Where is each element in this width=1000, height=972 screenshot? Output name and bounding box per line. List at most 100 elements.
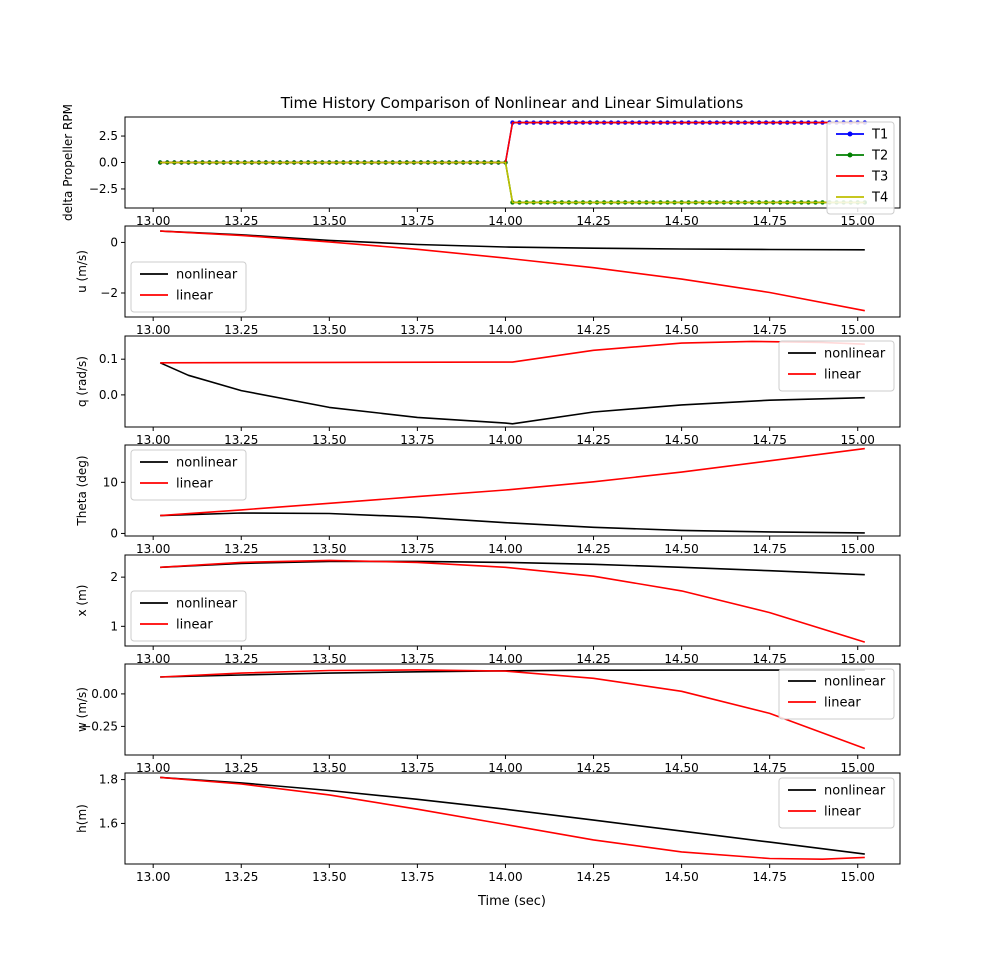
x-tick-label: 13.00 — [136, 542, 170, 556]
x-tick-label: 14.00 — [488, 761, 522, 775]
x-axis-label: Time (sec) — [477, 894, 546, 909]
axes-frame — [124, 335, 901, 428]
legend-label-T2: T2 — [871, 149, 888, 164]
x-tick-label: 14.50 — [664, 652, 698, 666]
x-tick-label: 14.50 — [664, 214, 698, 228]
x-tick-label: 14.25 — [576, 761, 610, 775]
plot-area — [158, 120, 867, 205]
x-tick-label: 14.50 — [664, 761, 698, 775]
x-tick-label: 15.00 — [841, 433, 875, 447]
axes-frame — [124, 116, 901, 209]
series-line-nonlinear — [160, 230, 865, 251]
legend: nonlinear linear — [778, 340, 895, 392]
y-tick-label: 0.00 — [91, 687, 118, 701]
legend-label-T1: T1 — [871, 128, 888, 143]
y-tick-label: 1.8 — [99, 773, 118, 787]
y-axis-label: w (m/s) — [75, 687, 89, 732]
series-line-nonlinear — [160, 776, 865, 855]
legend-label-T3: T3 — [871, 170, 888, 185]
x-tick-label: 14.75 — [752, 652, 786, 666]
legend-label-nonlinear: nonlinear — [176, 597, 238, 612]
chart-title: Time History Comparison of Nonlinear and… — [280, 94, 744, 112]
x-tick-label: 13.25 — [224, 214, 258, 228]
legend-marker-T1 — [847, 131, 853, 137]
x-tick-label: 13.50 — [312, 542, 346, 556]
x-tick-label: 13.00 — [136, 323, 170, 337]
x-tick-label: 13.75 — [400, 542, 434, 556]
subplot-6: 13.00 13.25 13.50 13.75 14.00 14.25 14.50 14.75… — [75, 663, 901, 775]
x-tick-label: 13.75 — [400, 870, 434, 884]
series-line-linear — [160, 230, 865, 312]
x-tick-label: 13.75 — [400, 761, 434, 775]
x-tick-label: 13.50 — [312, 433, 346, 447]
y-tick-label: 0.0 — [99, 156, 118, 170]
x-tick-label: 13.75 — [400, 323, 434, 337]
series-line-linear — [160, 776, 865, 861]
x-tick-label: 14.50 — [664, 323, 698, 337]
axes-frame — [124, 225, 901, 318]
y-tick-label: 1.6 — [99, 816, 118, 830]
x-tick-label: 13.75 — [400, 214, 434, 228]
subplot-1: 13.00 13.25 13.50 13.75 14.00 14.25 14.50 14.75… — [61, 104, 901, 228]
plot-area — [160, 230, 865, 312]
x-tick-label: 13.00 — [136, 652, 170, 666]
legend: T1 T2 T3 T4 — [826, 121, 895, 215]
legend-label-nonlinear: nonlinear — [824, 784, 886, 799]
legend: nonlinear linear — [778, 668, 895, 720]
y-axis-label: delta Propeller RPM — [61, 104, 75, 221]
axes-frame — [124, 772, 901, 865]
x-tick-label: 14.75 — [752, 323, 786, 337]
x-tick-label: 15.00 — [841, 323, 875, 337]
x-tick-label: 14.75 — [752, 870, 786, 884]
legend-box — [826, 121, 895, 215]
x-tick-label: 14.00 — [488, 323, 522, 337]
series-line-nonlinear — [159, 362, 865, 425]
x-tick-label: 14.00 — [488, 542, 522, 556]
legend: nonlinear linear — [130, 590, 247, 642]
legend: nonlinear linear — [778, 777, 895, 829]
x-tick-label: 14.75 — [752, 761, 786, 775]
series-line-linear — [160, 669, 866, 750]
legend-label-linear: linear — [824, 368, 861, 383]
y-tick-label: −2.5 — [89, 182, 118, 196]
x-tick-label: 13.50 — [312, 323, 346, 337]
legend-label-T4: T4 — [871, 191, 888, 206]
x-tick-label: 14.00 — [488, 652, 522, 666]
y-tick-label: 0 — [110, 235, 118, 249]
legend-label-nonlinear: nonlinear — [176, 456, 238, 471]
legend: nonlinear linear — [130, 449, 247, 501]
y-tick-label: 10 — [103, 475, 118, 489]
subplot-3: 13.00 13.25 13.50 13.75 14.00 14.25 14.50 14.75… — [75, 335, 901, 447]
x-tick-label: 13.25 — [224, 433, 258, 447]
x-tick-label: 14.50 — [664, 870, 698, 884]
y-axis-label: h(m) — [75, 804, 89, 833]
y-tick-label: 2.5 — [99, 129, 118, 143]
x-tick-label: 15.00 — [841, 652, 875, 666]
plot-area — [160, 447, 865, 534]
x-tick-label: 13.25 — [224, 870, 258, 884]
x-tick-label: 14.75 — [752, 542, 786, 556]
x-tick-label: 14.00 — [488, 870, 522, 884]
y-axis-label: u (m/s) — [75, 250, 89, 293]
x-tick-label: 14.25 — [576, 870, 610, 884]
x-tick-label: 14.50 — [664, 433, 698, 447]
x-tick-label: 13.00 — [136, 433, 170, 447]
x-tick-label: 13.00 — [136, 870, 170, 884]
axes-frame — [124, 444, 901, 537]
y-axis-label: x (m) — [75, 585, 89, 617]
axes-frame — [124, 663, 901, 756]
subplot-7: 13.00 13.25 13.50 13.75 14.00 14.25 14.50 14.75… — [75, 772, 901, 884]
series-line-nonlinear — [160, 560, 865, 576]
x-tick-label: 15.00 — [841, 870, 875, 884]
series-line-linear — [160, 447, 865, 517]
y-tick-label: −2 — [100, 286, 118, 300]
x-tick-label: 15.00 — [841, 761, 875, 775]
legend-label-linear: linear — [824, 696, 861, 711]
subplot-4: 13.00 13.25 13.50 13.75 14.00 14.25 14.50 14.75… — [75, 444, 901, 556]
x-tick-label: 14.75 — [752, 433, 786, 447]
series-line-linear — [160, 559, 866, 643]
legend-marker-T2 — [847, 152, 853, 158]
x-tick-label: 14.75 — [752, 214, 786, 228]
x-tick-label: 13.75 — [400, 433, 434, 447]
plot-area — [160, 669, 866, 750]
